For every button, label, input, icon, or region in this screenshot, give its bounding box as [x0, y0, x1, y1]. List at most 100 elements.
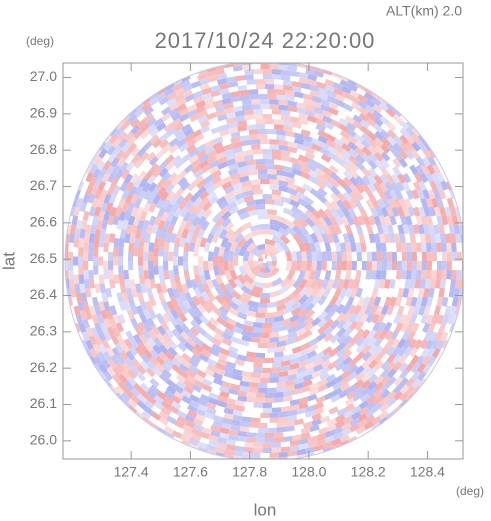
- radar-cell: [204, 97, 215, 105]
- y-tick-label: 27.0: [30, 68, 57, 84]
- radar-cell: [181, 75, 191, 83]
- radar-cell: [148, 261, 154, 271]
- radar-cell: [196, 143, 207, 153]
- radar-cell: [265, 248, 271, 255]
- radar-cell: [298, 232, 308, 244]
- radar-cell: [436, 215, 444, 226]
- radar-cell: [103, 193, 112, 204]
- radar-cell: [399, 142, 409, 153]
- radar-cell: [111, 138, 122, 149]
- radar-cell: [258, 422, 268, 429]
- radar-cell: [189, 326, 200, 337]
- radar-cell: [239, 385, 250, 392]
- radar-cell: [276, 134, 286, 141]
- radar-cell: [182, 89, 193, 98]
- radar-cell: [276, 421, 286, 428]
- radar-cell: [431, 251, 438, 261]
- radar-cell: [166, 91, 177, 101]
- radar-cell: [298, 301, 309, 312]
- radar-cell: [199, 125, 211, 134]
- radar-cell: [193, 95, 204, 104]
- radar-cell: [143, 270, 150, 280]
- radar-cell: [278, 64, 288, 71]
- radar-cell: [239, 380, 250, 387]
- radar-cell: [164, 351, 175, 362]
- radar-cell: [266, 262, 272, 268]
- radar-cell: [287, 368, 298, 376]
- radar-cell: [200, 220, 210, 231]
- radar-cell: [248, 129, 259, 135]
- radar-cell: [145, 300, 153, 312]
- radar-cell: [228, 162, 239, 171]
- radar-cell: [355, 328, 365, 339]
- radar-cell: [267, 387, 277, 393]
- radar-cell: [218, 206, 229, 217]
- radar-cell: [336, 192, 347, 203]
- radar-cell: [136, 147, 147, 158]
- radar-cell: [85, 165, 93, 175]
- radar-cell: [163, 270, 170, 280]
- radar-cell: [326, 95, 337, 104]
- radar-cell: [278, 375, 289, 383]
- radar-cell: [94, 206, 102, 217]
- radar-cell: [206, 321, 217, 332]
- radar-cell: [384, 279, 391, 289]
- radar-cell: [361, 167, 372, 178]
- radar-cell: [374, 144, 385, 155]
- radar-cell: [251, 452, 261, 458]
- radar-cell: [349, 89, 360, 99]
- radar-cell: [83, 278, 90, 289]
- radar-cell: [363, 92, 374, 101]
- radar-cell: [332, 431, 344, 440]
- radar-cell: [146, 337, 157, 348]
- radar-cell: [208, 261, 214, 271]
- radar-cell: [192, 315, 203, 326]
- radar-cell: [282, 165, 294, 173]
- radar-cell: [367, 352, 378, 363]
- radar-cell: [206, 363, 218, 373]
- radar-cell: [98, 168, 107, 179]
- y-tick-label: 26.9: [30, 105, 57, 121]
- radar-cell: [428, 206, 436, 217]
- radar-cell: [262, 281, 274, 289]
- radar-cell: [190, 319, 200, 330]
- radar-cell: [234, 197, 245, 206]
- radar-cell: [380, 206, 389, 218]
- radar-cell: [73, 238, 80, 248]
- radar-cell: [154, 215, 162, 226]
- radar-cell: [78, 181, 85, 191]
- radar-cell: [137, 341, 148, 352]
- radar-cell: [78, 322, 87, 334]
- radar-cell: [248, 89, 259, 95]
- radar-cell: [197, 295, 207, 307]
- radar-cell: [223, 107, 234, 115]
- radar-cell: [236, 165, 248, 173]
- radar-cell: [336, 199, 346, 210]
- radar-cell: [411, 251, 417, 261]
- radar-cell: [130, 287, 138, 298]
- radar-cell: [234, 115, 245, 122]
- radar-cell: [323, 121, 335, 131]
- radar-cell: [269, 104, 279, 110]
- radar-cell: [208, 434, 219, 442]
- radar-cell: [135, 283, 142, 294]
- radar-cell: [75, 322, 81, 333]
- radar-cell: [68, 233, 75, 243]
- radar-cell: [353, 133, 364, 143]
- radar-cell: [114, 126, 125, 137]
- radar-cell: [355, 183, 365, 194]
- radar-cell: [184, 419, 196, 429]
- radar-cell: [171, 83, 183, 92]
- radar-cell: [355, 175, 365, 186]
- radar-cell: [202, 378, 213, 387]
- radar-cell: [130, 193, 139, 205]
- radar-cell: [192, 196, 203, 207]
- radar-cell: [404, 279, 411, 289]
- radar-cell: [236, 237, 247, 249]
- radar-cell: [429, 331, 438, 342]
- radar-cell: [155, 198, 165, 210]
- radar-cell: [169, 195, 179, 206]
- radar-cell: [374, 381, 385, 392]
- radar-cell: [287, 146, 298, 154]
- radar-cell: [238, 295, 250, 305]
